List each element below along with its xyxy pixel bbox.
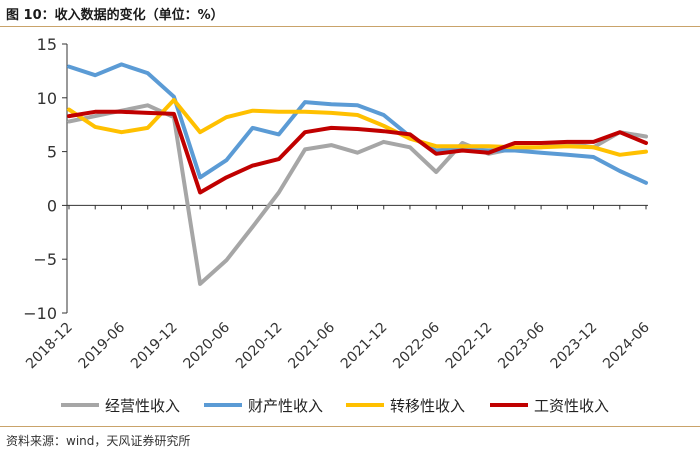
- series-line-2: [67, 62, 648, 185]
- x-tick-label: 2023-12: [548, 320, 601, 373]
- x-tick-label: 2018-12: [23, 320, 76, 373]
- legend-label: 工资性收入: [534, 397, 609, 415]
- x-tick-label: 2021-12: [338, 320, 391, 373]
- series-line-3: [67, 98, 648, 157]
- y-tick-label: 0: [47, 196, 57, 215]
- x-tick-label: 2020-06: [181, 319, 234, 372]
- legend-label: 财产性收入: [248, 397, 323, 415]
- bottom-rule: [0, 426, 700, 427]
- x-tick-label: 2021-06: [285, 319, 338, 372]
- source-note: 资料来源：wind，天风证券研究所: [6, 434, 191, 448]
- x-tick-label: 2019-06: [76, 319, 129, 372]
- series-line-1: [67, 103, 648, 286]
- x-tick-label: 2019-12: [128, 320, 181, 373]
- y-tick-label: 15: [37, 35, 57, 54]
- y-tick-label: 5: [47, 143, 57, 162]
- legend-label: 转移性收入: [390, 397, 465, 415]
- top-rule: [0, 26, 700, 27]
- x-tick-label: 2024-06: [600, 319, 653, 372]
- legend-label: 经营性收入: [105, 397, 180, 415]
- y-tick-label: −10: [23, 304, 57, 323]
- x-tick-label: 2023-06: [495, 319, 548, 372]
- x-tick-label: 2022-06: [390, 319, 443, 372]
- figure-title: 图 10：收入数据的变化（单位：%）: [6, 8, 224, 23]
- series-lines: [67, 62, 648, 286]
- y-tick-label: −5: [33, 250, 57, 269]
- series-line-4: [67, 109, 648, 195]
- x-tick-label: 2022-12: [443, 320, 496, 373]
- y-tick-label: 10: [37, 89, 57, 108]
- x-tick-label: 2020-12: [233, 320, 286, 373]
- legend: 经营性收入 财产性收入 转移性收入 工资性收入: [61, 397, 609, 415]
